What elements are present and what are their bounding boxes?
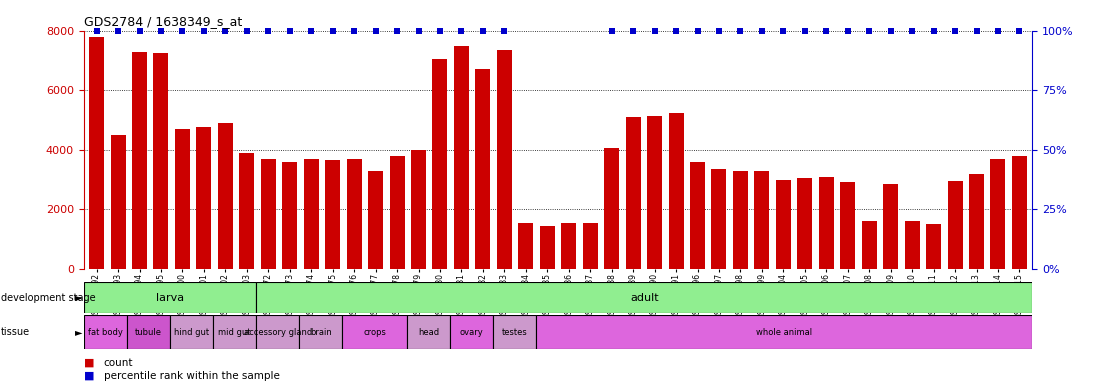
Text: ►: ► (75, 293, 83, 303)
Bar (626, 117, 641, 269)
Bar (257, 282, 1032, 313)
Bar (475, 70, 490, 269)
Bar (583, 223, 598, 269)
Bar (389, 156, 404, 269)
Bar (407, 315, 450, 349)
Bar (733, 170, 748, 269)
Bar (497, 50, 512, 269)
Bar (990, 159, 1006, 269)
Bar (561, 223, 576, 269)
Bar (368, 170, 383, 269)
Bar (432, 59, 448, 269)
Bar (84, 315, 127, 349)
Bar (84, 282, 257, 313)
Bar (947, 181, 962, 269)
Bar (282, 162, 297, 269)
Text: ■: ■ (84, 358, 94, 368)
Bar (926, 224, 941, 269)
Text: head: head (418, 328, 440, 337)
Bar (862, 221, 877, 269)
Bar (89, 37, 104, 269)
Bar (840, 182, 855, 269)
Bar (153, 53, 169, 269)
Bar (213, 315, 257, 349)
Bar (540, 226, 555, 269)
Text: development stage: development stage (1, 293, 96, 303)
Text: adult: adult (629, 293, 658, 303)
Bar (170, 315, 213, 349)
Bar (518, 223, 533, 269)
Bar (110, 135, 125, 269)
Text: fat body: fat body (88, 328, 123, 337)
Bar (132, 51, 147, 269)
Bar (257, 315, 299, 349)
Text: crops: crops (364, 328, 386, 337)
Text: GDS2784 / 1638349_s_at: GDS2784 / 1638349_s_at (84, 15, 242, 28)
Bar (604, 148, 619, 269)
Bar (776, 180, 791, 269)
Text: ovary: ovary (460, 328, 483, 337)
Bar (537, 315, 1032, 349)
Bar (261, 159, 276, 269)
Bar (325, 160, 340, 269)
Bar (647, 116, 662, 269)
Bar (411, 150, 426, 269)
Text: larva: larva (156, 293, 184, 303)
Bar (218, 123, 233, 269)
Bar (493, 315, 537, 349)
Text: ■: ■ (84, 371, 94, 381)
Text: percentile rank within the sample: percentile rank within the sample (104, 371, 280, 381)
Text: whole animal: whole animal (757, 328, 812, 337)
Text: count: count (104, 358, 133, 368)
Bar (299, 315, 343, 349)
Bar (175, 129, 190, 269)
Text: mid gut: mid gut (219, 328, 251, 337)
Bar (127, 315, 170, 349)
Text: ►: ► (75, 327, 83, 337)
Bar (754, 170, 769, 269)
Bar (454, 46, 469, 269)
Bar (883, 184, 898, 269)
Bar (304, 159, 319, 269)
Bar (711, 169, 727, 269)
Bar (347, 159, 362, 269)
Bar (690, 162, 705, 269)
Bar (969, 174, 984, 269)
Bar (819, 177, 834, 269)
Text: hind gut: hind gut (174, 328, 209, 337)
Bar (239, 153, 254, 269)
Bar (196, 127, 211, 269)
Text: tissue: tissue (1, 327, 30, 337)
Bar (905, 221, 920, 269)
Text: tubule: tubule (135, 328, 162, 337)
Text: brain: brain (310, 328, 331, 337)
Bar (1012, 156, 1027, 269)
Bar (450, 315, 493, 349)
Text: testes: testes (502, 328, 528, 337)
Text: accessory gland: accessory gland (243, 328, 311, 337)
Bar (343, 315, 407, 349)
Bar (668, 113, 683, 269)
Bar (797, 178, 812, 269)
